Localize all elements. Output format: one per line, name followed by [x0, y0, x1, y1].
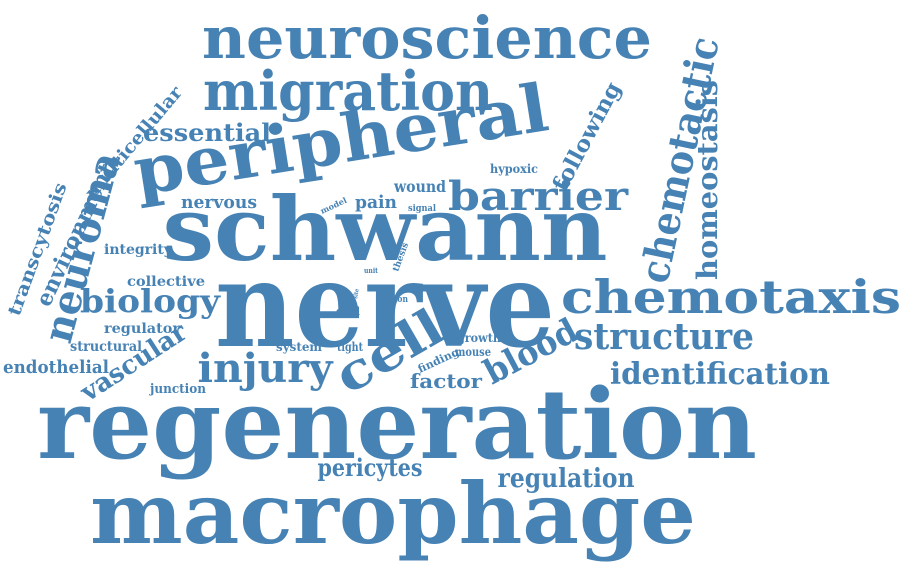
word-hypoxic: hypoxic	[490, 162, 538, 176]
word-junction: junction	[149, 382, 206, 397]
word-migration: migration	[203, 59, 493, 123]
word-system: system	[276, 340, 322, 354]
word-injury: injury	[198, 345, 335, 392]
word-structure: structure	[574, 316, 754, 358]
word-barrier: barrier	[448, 173, 629, 220]
word-site: site	[352, 288, 361, 299]
word-collective: collective	[127, 274, 205, 290]
word-signal: signal	[408, 204, 437, 214]
word-axon: axon	[388, 295, 408, 305]
word-wound: wound	[393, 177, 446, 196]
word-structural: structural	[70, 339, 142, 355]
word-regulator: regulator	[104, 321, 181, 337]
word-factor: factor	[410, 369, 482, 393]
word-pain: pain	[355, 192, 397, 213]
word-integrity: integrity	[104, 242, 173, 258]
word-mouse: mouse	[455, 345, 491, 359]
word-tight: tight	[337, 340, 363, 354]
word-regeneration: regeneration	[37, 368, 757, 481]
word-nerve: nerve	[215, 235, 555, 374]
word-nervous: nervous	[181, 192, 257, 213]
word-pericytes: pericytes	[318, 453, 423, 482]
word-identification: identification	[610, 357, 830, 392]
word-biology: biology	[80, 282, 222, 320]
word-endothelial: endothelial	[3, 357, 109, 378]
word-essential: essential	[143, 118, 271, 147]
word-schwann: schwann	[163, 177, 608, 281]
word-unit: unit	[364, 266, 379, 275]
word-chemotaxis: chemotaxis	[561, 270, 900, 324]
word-growth: growth	[457, 331, 501, 345]
word-neuroscience: neuroscience	[202, 4, 652, 72]
word-regulation: regulation	[498, 464, 635, 494]
word-macrophage: macrophage	[90, 464, 696, 563]
word-cord: cord	[336, 305, 360, 318]
word-homeostasis: homeostasis	[691, 80, 724, 280]
